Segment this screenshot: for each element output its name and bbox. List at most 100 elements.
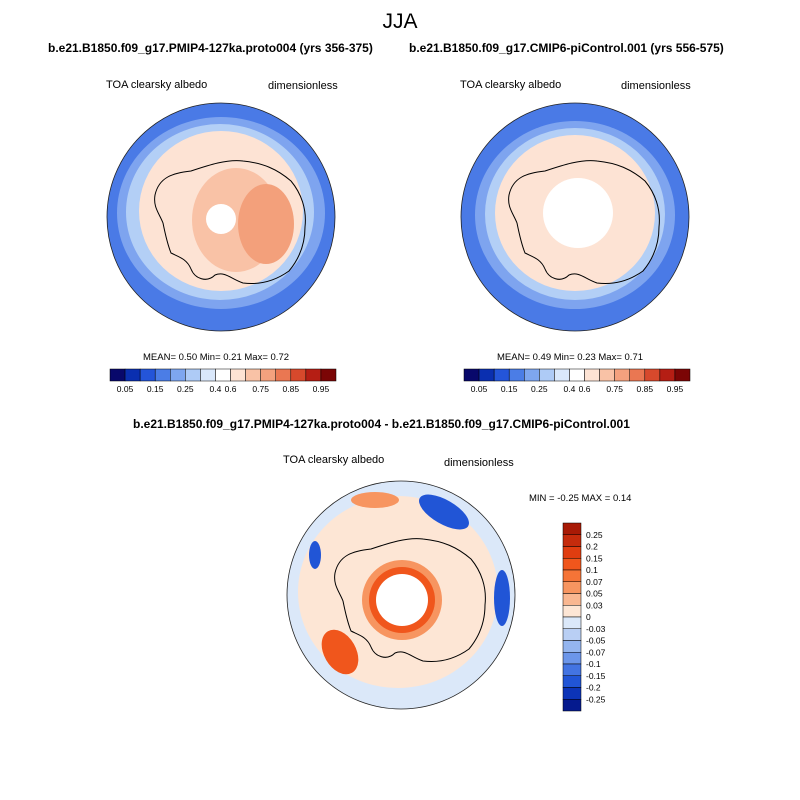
pole-hole: [206, 204, 236, 234]
colorbar-swatch: [562, 663, 582, 676]
colorbar-swatch: [539, 368, 555, 382]
colorbar-panel-2: 0.05 0.15 0.25 0.4 0.6 0.75 0.85 0.95: [463, 368, 691, 394]
map-boundary: [460, 102, 690, 332]
colorbar-swatch: [170, 368, 186, 382]
colorbar-tick-label: 0.4: [564, 384, 576, 394]
sea-ice-dark: [238, 184, 294, 264]
colorbar-tick-label: 0.25: [177, 384, 194, 394]
colorbar-tick-label: 0.05: [586, 589, 603, 599]
colorbar-tick-label: 0.4: [210, 384, 222, 394]
diff-blue-patch-w: [309, 541, 321, 569]
colorbar-swatch: [139, 368, 156, 382]
colorbar-swatch: [109, 368, 126, 382]
colorbar-swatch: [659, 368, 676, 382]
colorbar-swatch: [305, 368, 322, 382]
colorbar-tick-label: 0.6: [579, 384, 591, 394]
colorbar-swatch: [290, 368, 307, 382]
colorbar-swatch: [562, 546, 582, 559]
panel-1-title: b.e21.B1850.f09_g17.PMIP4-127ka.proto004…: [48, 41, 373, 55]
colorbar-panel-1: 0.05 0.15 0.25 0.4 0.6 0.75 0.85 0.95: [109, 368, 337, 394]
panel-1-units: dimensionless: [268, 80, 338, 92]
panel-3-stats: MIN = -0.25 MAX = 0.14: [529, 493, 632, 504]
colorbar-panel-3: 0.25 0.20.15 0.1 0.07 0.050.03 0 -0.03 -0.05 -0.…: [562, 522, 606, 712]
panel-2-units: dimensionless: [621, 80, 691, 92]
colorbar-tick-label: 0.07: [586, 577, 603, 587]
colorbar-tick-label: 0.15: [147, 384, 164, 394]
colorbar-swatch: [562, 605, 582, 618]
season-title: JJA: [382, 10, 418, 33]
colorbar-swatch: [562, 522, 582, 535]
colorbar-swatch: [275, 368, 292, 382]
panel-1-variable: TOA clearsky albedo: [106, 79, 208, 91]
colorbar-swatch: [562, 534, 582, 547]
panel-1-map: [106, 102, 336, 332]
colorbar-swatch: [562, 699, 582, 712]
colorbar-swatch: [562, 687, 582, 700]
colorbar-tick-label: 0.15: [501, 384, 518, 394]
colorbar-tick-label: -0.05: [586, 636, 606, 646]
diff-blue-patch-e: [494, 570, 510, 626]
colorbar-swatch: [614, 368, 630, 382]
colorbar-swatch: [508, 368, 525, 382]
colorbar-tick-label: 0.25: [586, 530, 603, 540]
colorbar-tick-label: 0.05: [117, 384, 134, 394]
colorbar-tick-label: 0.95: [313, 384, 330, 394]
colorbar-swatch: [245, 368, 261, 382]
colorbar-swatch: [124, 368, 141, 382]
pole-hole: [376, 574, 428, 626]
colorbar-tick-label: 0.85: [637, 384, 654, 394]
colorbar-tick-label: -0.1: [586, 659, 601, 669]
colorbar-swatch: [562, 616, 582, 629]
panel-3-map: [286, 480, 516, 710]
panel-3-variable: TOA clearsky albedo: [283, 454, 385, 466]
colorbar-swatch: [644, 368, 661, 382]
colorbar-tick-label: -0.15: [586, 671, 606, 681]
colorbar-tick-label: 0.75: [252, 384, 269, 394]
colorbar-swatch: [230, 368, 246, 382]
panel-3-title: b.e21.B1850.f09_g17.PMIP4-127ka.proto004…: [133, 417, 630, 431]
colorbar-tick-label: 0.6: [225, 384, 237, 394]
map-boundary: [106, 102, 336, 332]
colorbar-tick-label: 0.2: [586, 542, 598, 552]
colorbar-tick-label: 0.95: [667, 384, 684, 394]
colorbar-swatch: [200, 368, 216, 382]
diff-blue-patch-ne: [419, 494, 469, 530]
diff-red-patch-sw: [321, 629, 359, 675]
colorbar-swatch: [463, 368, 480, 382]
panel-2-title: b.e21.B1850.f09_g17.CMIP6-piControl.001 …: [409, 41, 724, 55]
panel-1-stats: MEAN= 0.50 Min= 0.21 Max= 0.72: [143, 352, 290, 363]
panel-2-stats: MEAN= 0.49 Min= 0.23 Max= 0.71: [497, 352, 644, 363]
colorbar-tick-label: 0.15: [586, 553, 603, 563]
colorbar-swatch: [562, 581, 582, 594]
colorbar-swatch: [154, 368, 171, 382]
colorbar-swatch: [562, 558, 582, 571]
colorbar-tick-label: -0.2: [586, 683, 601, 693]
colorbar-tick-label: 0.25: [531, 384, 548, 394]
colorbar-swatch: [554, 368, 570, 382]
diff-red-patch-n: [351, 492, 399, 508]
colorbar-swatch: [629, 368, 646, 382]
colorbar-tick-label: -0.03: [586, 624, 606, 634]
colorbar-swatch: [320, 368, 337, 382]
colorbar-tick-label: 0.85: [283, 384, 300, 394]
colorbar-swatch: [562, 593, 582, 606]
map-boundary: [286, 480, 516, 710]
pole-hole: [543, 178, 613, 248]
colorbar-tick-label: 0: [586, 612, 591, 622]
colorbar-swatch: [524, 368, 540, 382]
colorbar-swatch: [584, 368, 600, 382]
panel-3-units: dimensionless: [444, 457, 514, 469]
colorbar-swatch: [185, 368, 201, 382]
colorbar-swatch: [562, 652, 582, 665]
colorbar-tick-label: 0.75: [606, 384, 623, 394]
colorbar-swatch: [569, 368, 585, 382]
colorbar-swatch: [478, 368, 495, 382]
colorbar-tick-label: 0.05: [471, 384, 488, 394]
colorbar-tick-label: 0.03: [586, 600, 603, 610]
panel-2-map: [460, 102, 690, 332]
colorbar-swatch: [599, 368, 615, 382]
colorbar-swatch: [215, 368, 231, 382]
panel-2-variable: TOA clearsky albedo: [460, 79, 562, 91]
colorbar-tick-label: 0.1: [586, 565, 598, 575]
